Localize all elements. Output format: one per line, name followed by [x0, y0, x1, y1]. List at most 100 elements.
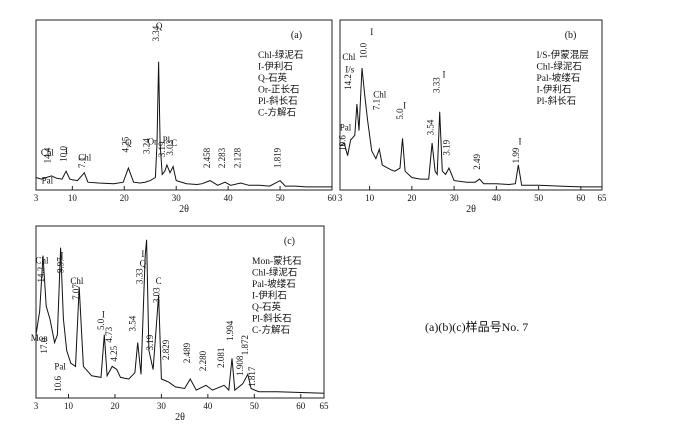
peak-label: I: [442, 69, 445, 79]
x-tick-label: 10: [365, 193, 375, 203]
x-tick-label: 50: [276, 193, 286, 203]
peak-label: Mon: [31, 333, 49, 343]
peak-label: 2.49: [472, 153, 482, 169]
peak-label: 1.99: [511, 147, 521, 163]
peak-label: 7.07: [71, 284, 81, 300]
peak-label: 10.6: [338, 135, 348, 151]
peak-label: 2.489: [182, 342, 192, 363]
peak-label: Chl: [342, 52, 356, 62]
peak-label: 3.03: [165, 139, 175, 155]
peak-label: I/s: [345, 65, 354, 75]
peak-label: 5.0: [395, 108, 405, 120]
xrd-trace: [35, 61, 332, 188]
legend-entry: Pl-斜长石: [252, 313, 292, 325]
peak-label: 3.24: [142, 138, 152, 154]
legend-entry: I-伊利石: [252, 290, 287, 302]
peak-label: Chl: [41, 148, 55, 158]
peak-label: C: [156, 276, 162, 286]
x-tick-label: 40: [224, 193, 234, 203]
peak-label: I: [65, 146, 68, 156]
legend-entry: Or-正长石: [258, 84, 300, 96]
peak-label: 3.19: [157, 141, 167, 157]
peak-label: 17.0: [39, 337, 49, 353]
x-tick-label: 3: [34, 193, 39, 203]
x-tick-label: 20: [110, 401, 120, 411]
peak-label: 5.0: [96, 318, 106, 330]
peak-label: Chl: [36, 255, 50, 265]
peak-label: 3.33: [431, 77, 441, 93]
peak-label: I: [519, 137, 522, 147]
legend-entry: Chl-绿泥石: [537, 61, 582, 73]
plot-frame: [339, 19, 603, 191]
xrd-trace: [35, 239, 325, 394]
peak-label: Chl: [70, 276, 84, 286]
x-tick-label: 50: [534, 193, 544, 203]
peak-label: 4.25: [109, 345, 119, 361]
x-tick-label: 20: [407, 193, 417, 203]
peak-label: Pal: [340, 123, 352, 133]
peak-label: 3.54: [425, 119, 435, 135]
peak-label: 14.2: [343, 74, 353, 90]
peak-label: 3.19: [145, 334, 155, 350]
peak-label: 7.1: [77, 157, 87, 168]
peak-label: 1.994: [225, 320, 235, 341]
peak-label: 1.819: [273, 147, 283, 168]
panel-label: (b): [565, 30, 577, 41]
peak-label: 2.458: [202, 147, 212, 168]
peak-label: 3.54: [127, 315, 137, 331]
peak-label: 14.2: [36, 267, 46, 283]
x-tick-label: 30: [157, 401, 167, 411]
legend-entry: C-方解石: [258, 107, 296, 119]
peak-label: I: [370, 27, 373, 37]
figure-caption: (a)(b)(c)样品号No. 7: [425, 320, 529, 334]
peak-label: Q: [140, 259, 147, 269]
panel-label: (a): [291, 30, 302, 41]
x-tick-label: 50: [250, 401, 260, 411]
x-tick-label: 65: [320, 401, 330, 411]
peak-label: 1.908: [235, 355, 245, 376]
peak-label: Pal: [42, 176, 54, 186]
peak-label: 10.6: [53, 375, 63, 391]
x-tick-label: 60: [576, 193, 586, 203]
legend-entry: I-伊利石: [537, 84, 572, 96]
panel-a: 3 10 20 30 40 50 60 2θ (a) Chl-绿泥石I-伊利石Q-石英Or-正长石…: [34, 19, 338, 215]
legend-entry: I-伊利石: [258, 61, 293, 73]
peak-label: 2.128: [233, 147, 243, 168]
x-tick-label: 40: [492, 193, 502, 203]
peak-label: 10.0: [359, 42, 369, 58]
peak-label: 4.73: [104, 326, 114, 342]
peak-label: 2.081: [216, 348, 226, 368]
x-tick-label: 10: [68, 193, 78, 203]
x-tick-label: 60: [328, 193, 338, 203]
legend-entry: Pal-坡缕石: [537, 72, 581, 84]
legend-entry: Chl-绿泥石: [252, 267, 297, 279]
peak-label: 1.817: [247, 366, 257, 387]
x-axis-label: 2θ: [179, 204, 189, 215]
xrd-trace: [339, 67, 602, 188]
peak-label: Or: [148, 137, 158, 147]
peak-label: Chl: [373, 90, 387, 100]
peak-label: 2.283: [217, 147, 227, 168]
x-tick-label: 60: [296, 401, 306, 411]
peak-label: I: [61, 251, 64, 261]
peak-label: 1.872: [240, 335, 250, 355]
legend-entry: Pl-斜长石: [537, 95, 577, 107]
x-tick-label: 3: [338, 193, 343, 203]
peak-label: Chl: [78, 152, 92, 162]
legend-entry: I/S-伊蒙混层: [537, 49, 589, 61]
panel-label: (c): [284, 236, 295, 247]
peak-label: I: [102, 309, 105, 319]
plot-frame: [35, 19, 333, 191]
panel-c: 3 10 20 30 40 50 60 65 2θ (c) Mon-蒙托石Chl-绿泥石Pal-坡缕…: [31, 225, 330, 423]
peak-label: 7.1: [372, 99, 382, 110]
peak-label: C: [171, 138, 177, 148]
peak-label: 4.25: [120, 136, 130, 152]
peak-label: 3.34: [151, 25, 161, 41]
x-tick-label: 10: [64, 401, 74, 411]
legend-entry: Q-石英: [258, 72, 288, 84]
peak-label: 3.33: [134, 268, 144, 284]
peak-label: 3.03: [152, 287, 162, 303]
legend-entry: Q-石英: [252, 301, 282, 313]
panel-b: 3 10 20 30 40 50 60 65 2θ (b) I/S-伊蒙混层Chl-绿泥石Pal-坡…: [338, 19, 608, 215]
x-tick-label: 65: [598, 193, 608, 203]
